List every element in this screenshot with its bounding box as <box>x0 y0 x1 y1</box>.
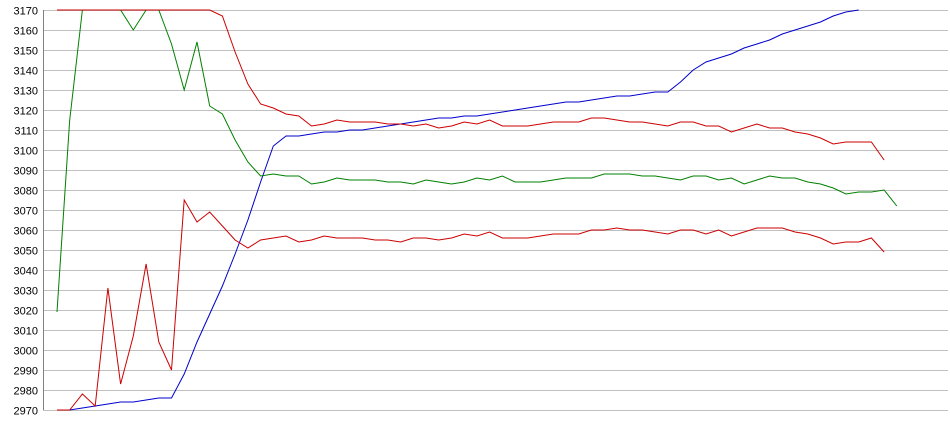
series-line-3 <box>57 9 885 161</box>
y-tick-label: 2980 <box>14 386 38 398</box>
grid-lines <box>43 10 948 411</box>
y-tick-label: 3110 <box>14 126 38 138</box>
y-tick-label: 3140 <box>14 66 38 78</box>
series-line-4 <box>57 198 885 411</box>
y-tick-label: 3170 <box>14 6 38 18</box>
y-tick-label: 3010 <box>14 326 38 338</box>
y-tick-label: 3070 <box>14 206 38 218</box>
series-line-2 <box>56 9 898 313</box>
y-tick-label: 3020 <box>14 306 38 318</box>
y-tick-label: 3030 <box>14 286 38 298</box>
y-tick-label: 3040 <box>14 266 38 278</box>
y-tick-label: 3120 <box>14 106 38 118</box>
y-tick-label: 3100 <box>14 146 38 158</box>
y-tick-label: 3090 <box>14 166 38 178</box>
y-tick-label: 3130 <box>14 86 38 98</box>
series-line-1 <box>57 9 859 411</box>
y-tick-label: 3060 <box>14 226 38 238</box>
y-tick-label: 2970 <box>14 406 38 418</box>
y-tick-label: 3160 <box>14 26 38 38</box>
y-tick-label: 3050 <box>14 246 38 258</box>
series-lines <box>56 9 898 411</box>
y-tick-label: 2990 <box>14 366 38 378</box>
y-tick-label: 3000 <box>14 346 38 358</box>
y-axis-tick-labels: 2970 2980 2990 3000 3010 3020 3030 3040 3050 3060… <box>14 6 38 418</box>
y-tick-label: 3080 <box>14 186 38 198</box>
y-tick-label: 3150 <box>14 46 38 58</box>
